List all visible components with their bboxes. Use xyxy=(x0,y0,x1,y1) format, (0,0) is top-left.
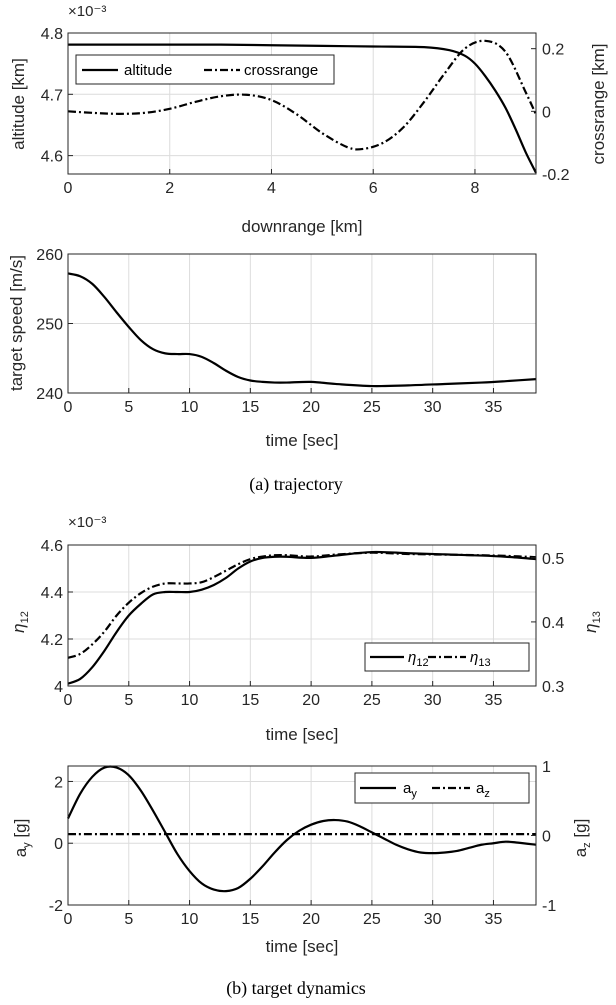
p4-y-tick-label: 2 xyxy=(54,774,63,791)
p3-legend: η12 η13 xyxy=(364,642,530,672)
target-speed-chart: 0 5 10 15 20 25 30 35 240 250 260 xyxy=(36,247,537,416)
p3-x-tick-label: 15 xyxy=(241,692,259,709)
p4-y2label: az [g] xyxy=(571,819,593,858)
p4-x-tick-label: 25 xyxy=(363,911,381,928)
eta-chart: 0 5 10 15 20 25 30 35 4 4.2 4.4 4.6 0.3 0.4 0.5 xyxy=(41,538,565,709)
p1-xlabel: downrange [km] xyxy=(242,217,363,236)
p1-x-tick-label: 4 xyxy=(267,180,276,197)
p3-x-tick-label: 0 xyxy=(64,692,73,709)
p3-xlabel: time [sec] xyxy=(266,725,339,744)
p2-x-tick-label: 30 xyxy=(424,399,442,416)
p3-y-tick-label: 4 xyxy=(54,679,63,696)
p4-series-ay-line xyxy=(67,765,537,893)
p1-y2-exponent: ×10⁻³ xyxy=(68,3,106,20)
p4-xlabel: time [sec] xyxy=(266,937,339,956)
p4-x-tick-label: 35 xyxy=(485,911,503,928)
p4-legend: ay az xyxy=(354,772,530,804)
p2-x-tick-label: 5 xyxy=(124,399,133,416)
p2-series-line-line xyxy=(67,272,537,388)
p1-y-tick-label: 4.8 xyxy=(41,26,63,43)
p2-xlabel: time [sec] xyxy=(266,431,339,450)
p1-x-tick-label: 6 xyxy=(369,180,378,197)
p2-ylabel: target speed [m/s] xyxy=(7,255,26,391)
p3-x-tick-label: 30 xyxy=(424,692,442,709)
p3-y2-tick-label: 0.5 xyxy=(542,551,564,568)
p3-y-tick-label: 4.6 xyxy=(41,538,63,555)
p2-x-tick-label: 35 xyxy=(485,399,503,416)
p1-plot-area xyxy=(68,33,536,174)
downrange-altitude-crossrange-chart: 0 2 4 6 8 4.6 4.7 4.8 -0.2 0 0.2 xyxy=(41,26,570,197)
p1-y2-tick-label: -0.2 xyxy=(542,167,570,184)
p4-y2-tick-label: 0 xyxy=(542,829,551,846)
p1-y-tick-label: 4.6 xyxy=(41,149,63,166)
p3-x-tick-label: 25 xyxy=(363,692,381,709)
p1-legend: altitude crossrange xyxy=(75,54,335,85)
p1-y2-tick-label: 0 xyxy=(542,104,551,121)
p4-y-tick-label: 0 xyxy=(54,836,63,853)
caption-a: (a) trajectory xyxy=(249,474,342,495)
p2-y-tick-label: 260 xyxy=(36,247,63,264)
legend-label-altitude: altitude xyxy=(124,62,172,79)
p4-y-tick-label: -2 xyxy=(49,898,63,915)
p1-y-tick-label: 4.7 xyxy=(41,87,63,104)
p3-y2label: η13 xyxy=(581,611,603,633)
p2-y-tick-label: 240 xyxy=(36,386,63,403)
p1-x-tick-label: 8 xyxy=(471,180,480,197)
p4-y2-tick-label: 1 xyxy=(542,759,551,776)
caption-b: (b) target dynamics xyxy=(226,978,366,999)
p1-axes-box xyxy=(67,32,537,175)
p3-y-tick-label: 4.4 xyxy=(41,585,63,602)
p3-x-tick-label: 10 xyxy=(181,692,199,709)
p1-y2label: crossrange [km] xyxy=(589,44,608,165)
p3-y2-tick-label: 0.4 xyxy=(542,615,564,632)
p3-ylabel: η12 xyxy=(9,611,31,633)
p3-y-tick-label: 4.2 xyxy=(41,632,63,649)
p4-x-tick-label: 30 xyxy=(424,911,442,928)
p3-x-tick-label: 20 xyxy=(302,692,320,709)
p1-y2-tick-label: 0.2 xyxy=(542,42,564,59)
p4-ylabel: ay [g] xyxy=(11,819,33,858)
p4-x-tick-label: 10 xyxy=(181,911,199,928)
p3-y-exponent: ×10⁻³ xyxy=(68,514,106,531)
p1-series-altitude-line xyxy=(68,43,537,174)
p3-y2-tick-label: 0.3 xyxy=(542,679,564,696)
p4-y2-tick-label: -1 xyxy=(542,898,556,915)
legend-label-crossrange: crossrange xyxy=(244,62,318,79)
p1-series-crossrange-line xyxy=(67,39,537,151)
p2-x-tick-label: 15 xyxy=(241,399,259,416)
p2-x-tick-label: 0 xyxy=(64,399,73,416)
p4-x-tick-label: 15 xyxy=(241,911,259,928)
p4-x-tick-label: 5 xyxy=(124,911,133,928)
p1-x-tick-label: 2 xyxy=(165,180,174,197)
p3-series--13-line xyxy=(67,551,537,659)
p3-axes-box xyxy=(67,544,537,687)
p4-x-tick-label: 0 xyxy=(64,911,73,928)
p2-x-tick-label: 10 xyxy=(181,399,199,416)
p2-x-tick-label: 25 xyxy=(363,399,381,416)
p2-y-tick-label: 250 xyxy=(36,317,63,334)
p2-x-tick-label: 20 xyxy=(302,399,320,416)
p3-x-tick-label: 5 xyxy=(124,692,133,709)
p4-x-tick-label: 20 xyxy=(302,911,320,928)
p1-ylabel: altitude [km] xyxy=(9,58,28,150)
p3-x-tick-label: 35 xyxy=(485,692,503,709)
p1-x-tick-label: 0 xyxy=(64,180,73,197)
